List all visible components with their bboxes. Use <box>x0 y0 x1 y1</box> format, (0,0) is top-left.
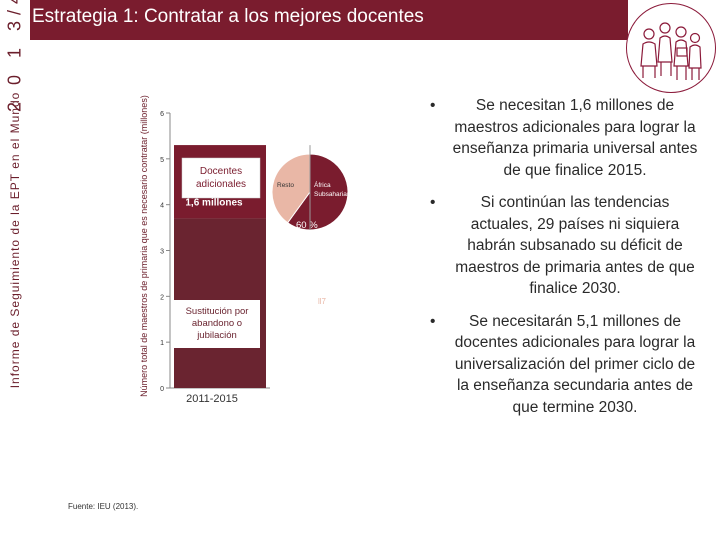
pie-slice <box>286 153 349 231</box>
teachers-logo <box>626 3 716 93</box>
chart-y-tick-label: 5 <box>160 157 164 164</box>
teachers-illustration-icon <box>640 22 702 80</box>
callout-replacement-line: Sustitución por <box>186 306 249 317</box>
callout-replacement-line: abandono o <box>192 318 242 329</box>
header-bar <box>30 0 628 40</box>
chart-x-tick-label: 2011-2015 <box>186 393 238 405</box>
chart-y-tick-label: 2 <box>160 294 164 301</box>
callout-replacement-box <box>174 300 260 348</box>
chart-y-tick-label: 3 <box>160 249 164 256</box>
bullet-item: • Se necesitarán 5,1 millones de docente… <box>430 311 700 419</box>
callout-additional-box <box>181 157 261 199</box>
callout-replacement-line: jubilación <box>196 330 237 341</box>
bullet-text: Se necesitarán 5,1 millones de docentes … <box>454 312 696 416</box>
pie-label-africa-line2: Subsahariana <box>314 191 354 198</box>
pie-label-resto: Resto <box>277 182 294 189</box>
bullet-dot: • <box>430 312 436 330</box>
bullet-item: • Se necesitan 1,6 millones de maestros … <box>430 95 700 181</box>
pie-label-africa-line1: África <box>314 180 331 189</box>
bullet-text: Se necesitan 1,6 millones de maestros ad… <box>452 97 698 179</box>
page-title: Estrategia 1: Contratar a los mejores do… <box>32 6 424 27</box>
bullet-item: • Si continúan las tendencias actuales, … <box>430 192 700 300</box>
bullet-dot: • <box>430 194 436 211</box>
callout-additional-line1: Docentes <box>200 166 242 177</box>
chart-stray-label: ll7 <box>318 297 327 306</box>
pie-slice <box>271 153 311 224</box>
chart-y-tick-label: 1 <box>160 340 164 347</box>
chart-y-tick-label: 4 <box>160 203 164 210</box>
bar-label-additional-value: 1,6 millones <box>185 198 243 209</box>
bullet-text: Si continúan las tendencias actuales, 29… <box>455 194 695 297</box>
source-note: Fuente: IEU (2013). <box>68 502 139 511</box>
callout-additional-line2: adicionales <box>196 179 246 190</box>
pie-label-percent: 60 % <box>296 220 318 231</box>
bullet-list: • Se necesitan 1,6 millones de maestros … <box>430 95 700 429</box>
chart-y-tick-label: 6 <box>160 111 164 118</box>
chart-y-tick-label: 0 <box>160 386 164 393</box>
report-sidebar: 2 0 1 3/4 Informe de Seguimiento de la E… <box>0 0 30 540</box>
bullet-dot: • <box>430 97 436 114</box>
